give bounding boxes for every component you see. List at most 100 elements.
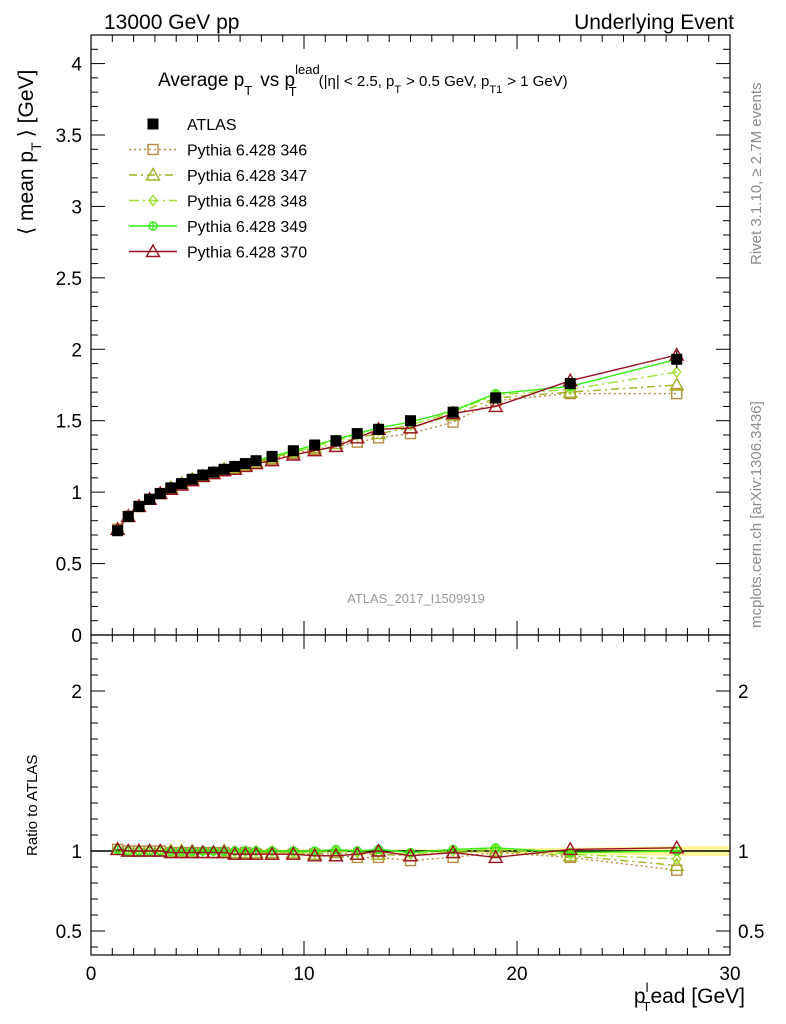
ratio-point [267,844,277,858]
series-line [117,392,677,530]
y-tick-label: 2 [71,340,82,361]
ratio-point [109,841,126,856]
ratio-tick-labels: 0.5 0.5 1 1 2 2 [56,682,765,943]
ratio-ylabel: Ratio to ATLAS [24,755,41,856]
data-point [490,392,502,404]
y-tick-label: 0.5 [56,555,82,576]
data-point [122,510,134,522]
ratio-point [197,844,208,858]
y-tick-label: 2.5 [56,269,82,290]
data-point [186,473,198,485]
ratio-point [445,844,461,859]
series-line [117,371,677,530]
ratio-y-tick-label-right: 0.5 [738,922,764,943]
ratio-point [219,844,230,858]
data-point [309,439,321,451]
data-point [176,478,188,490]
legend-entry: Pythia 6.428 346 [129,143,307,160]
legend-label: ATLAS [187,117,237,134]
ratio-point [227,846,243,860]
x-axis-title: pl Tead [GeV] [634,980,745,1014]
y-tick-label: 3.5 [56,126,82,147]
data-point [402,419,419,434]
ratio-series-pythia-6-428-370 [109,839,685,864]
ratio-point [669,839,685,854]
legend-label: Pythia 6.428 370 [187,245,307,262]
ratio-point [229,844,240,858]
legend-marker [148,194,158,207]
y-tick-label: 4 [71,55,82,76]
legend-marker [145,167,161,181]
data-point [239,458,251,470]
legend-label: Pythia 6.428 348 [187,194,307,211]
data-point [671,353,683,365]
ratio-point [165,844,176,858]
data-point [207,466,219,478]
legend-label: Pythia 6.428 347 [187,168,307,185]
data-point [405,415,416,427]
ratio-point [152,843,168,857]
ratio-point [141,843,158,857]
mcplots-label: mcplots.cern.ch [arXiv:1306.3436] [748,401,765,628]
x-tick-label: 0 [86,964,97,985]
data-point [144,493,156,505]
data-point [229,460,241,472]
ratio-point [671,852,682,866]
header-process: Underlying Event [574,11,734,34]
ratio-point [187,844,198,858]
data-point [112,525,124,537]
y-tick-label: 1 [71,483,82,504]
x-tick-label: 10 [293,964,314,985]
ratio-series [109,839,685,876]
series-line [117,358,677,530]
ratio-y-tick-label-right: 1 [738,842,749,863]
ratio-point [488,849,504,864]
series-pythia-6-428-347 [109,377,685,535]
legend-label: Pythia 6.428 346 [187,143,307,160]
ratio-point [562,841,578,856]
legend-marker [147,143,159,156]
series-pythia-6-428-370 [109,347,685,535]
ratio-point [205,844,222,859]
main-ticks [90,34,731,636]
legend-marker [148,221,158,231]
data-point [669,377,685,391]
series-atlas [112,350,683,537]
series-pythia-6-428-348 [112,366,682,536]
ratio-point [173,844,190,859]
ratio-point [216,844,232,859]
ratio-point [240,844,251,858]
ratio-point [370,843,387,857]
data-point [330,435,342,447]
ratio-y-tick-label: 2 [71,682,82,703]
legend-entry: ATLAS [147,117,237,134]
data-point [133,500,145,512]
main-panel: 0 0.5 1 1.5 2 2.5 3 3.5 4 Average pT vs plead T(|η… [15,34,731,647]
x-tick-label: 30 [719,964,740,985]
ratio-point [669,857,685,872]
series-pythia-6-428-349 [112,354,682,534]
ratio-point [120,843,136,857]
legend-entry: Pythia 6.428 370 [129,243,307,262]
legend-entry: Pythia 6.428 348 [129,194,307,211]
y-tick-label: 0 [71,626,82,647]
data-point [447,406,459,418]
rivet-label: Rivet 3.1.10, ≥ 2.7M events [748,83,765,266]
ratio-point [402,847,419,862]
data-point [351,428,363,440]
main-series [109,347,685,537]
ratio-point [184,844,200,859]
data-point [197,469,209,481]
data-point [562,384,578,398]
ratio-point [237,846,254,860]
ratio-panel: 0.5 0.5 1 1 2 2 Ratio to ATLAS [24,634,765,956]
header-collision: 13000 GeV pp [104,11,239,34]
data-point [373,423,385,435]
ratio-point [248,846,264,860]
ratio-point [328,847,344,862]
ratio-point [285,846,302,860]
ratio-point [176,844,187,858]
ratio-y-tick-label-right: 2 [738,682,749,703]
data-point [266,450,278,462]
ratio-point [163,844,179,859]
